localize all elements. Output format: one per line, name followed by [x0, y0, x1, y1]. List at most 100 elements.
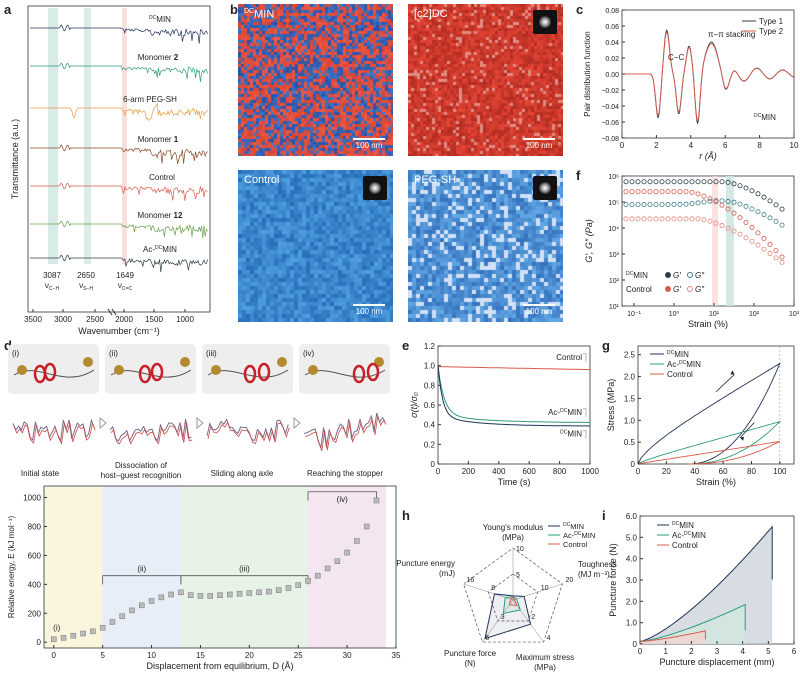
- x-axis-label: Wavenumber (cm⁻¹): [78, 326, 159, 336]
- x-tick-label: 4: [740, 647, 745, 656]
- radar-axis-label: Maximum stress: [516, 653, 574, 662]
- y-tick-label: 0.08: [605, 8, 619, 15]
- radar-axis-label: Toughness: [578, 560, 617, 569]
- y-axis-label: σ(t)/σ₀: [409, 392, 419, 418]
- legend-text: MIN: [679, 521, 694, 530]
- x-tick-label: 2000: [115, 315, 133, 324]
- data-point: [701, 179, 707, 185]
- micrograph-pegsh: PEG-SH 100 nm: [408, 170, 563, 322]
- data-point: [256, 589, 262, 596]
- data-point: [701, 193, 707, 199]
- legend-label: Type 1: [759, 17, 784, 26]
- micrograph-c2idc: [c2]DC 100 nm: [408, 4, 563, 156]
- stopper-sphere: [114, 365, 124, 375]
- data-point: [60, 635, 67, 641]
- superscript: DC: [155, 245, 163, 251]
- x-tick-label: 10²: [749, 311, 760, 318]
- data-point: [641, 216, 647, 222]
- x-tick-label: 20: [245, 651, 254, 660]
- data-point: [737, 201, 743, 207]
- relaxation-line: [437, 365, 590, 423]
- annotation-pipi: π−π stacking: [708, 30, 755, 39]
- y-tick-label: 0.2: [424, 440, 436, 449]
- series-label: DCMIN: [560, 429, 582, 438]
- x-tick-label: 6: [792, 647, 797, 656]
- data-point: [647, 179, 653, 185]
- x-axis-label: r (Å): [699, 151, 717, 161]
- annotation-label: νS−H: [79, 281, 93, 292]
- legend-label: G′: [673, 285, 681, 294]
- data-point: [713, 179, 719, 185]
- data-point: [665, 189, 671, 195]
- x-tick-label: 2: [689, 647, 694, 656]
- y-axis-label: Transmittance (a.u.): [10, 119, 20, 199]
- data-point: [695, 200, 701, 206]
- superscript: DC: [149, 15, 157, 21]
- data-point: [755, 191, 761, 197]
- y-axis-label: Pair distribution function: [583, 31, 592, 116]
- data-point: [701, 217, 707, 223]
- data-point: [761, 246, 767, 252]
- radar-axis: [512, 599, 544, 643]
- puncture-area: [640, 604, 746, 644]
- data-point: [363, 523, 370, 530]
- x-tick-label: 1500: [145, 315, 163, 324]
- data-point: [148, 598, 155, 604]
- relaxation-line: [437, 365, 590, 427]
- x-tick-label: 0: [620, 141, 625, 150]
- radar-tick: 3: [501, 614, 505, 621]
- x-tick-label: 0: [436, 467, 441, 476]
- spectrum-line: [30, 101, 208, 122]
- data-point: [689, 216, 695, 222]
- region-shading: [102, 486, 181, 648]
- y-tick-label: 1.0: [624, 416, 636, 425]
- data-point: [119, 613, 125, 619]
- legend-label: G″: [695, 271, 705, 280]
- data-point: [129, 607, 135, 614]
- y-tick-label: 0: [631, 460, 636, 469]
- region-shading: [180, 486, 308, 648]
- legend-text: MIN: [570, 522, 584, 531]
- legend-label: DCMIN: [563, 522, 584, 531]
- panel-c-letter: c: [576, 2, 584, 17]
- y-axis-label: G′, G″ (Pa): [584, 219, 594, 262]
- superscript: DC: [626, 271, 634, 277]
- y-tick-label: 1.0: [424, 362, 436, 371]
- label-leader: [583, 408, 587, 417]
- data-point: [689, 201, 695, 207]
- data-point: [743, 203, 749, 209]
- data-point: [659, 189, 665, 195]
- y-tick-label: 400: [28, 580, 42, 589]
- step-illustration-box: [299, 344, 390, 394]
- step-caption: Sliding along axle: [211, 469, 274, 478]
- data-point: [671, 216, 677, 222]
- legend-text: MIN: [581, 531, 595, 540]
- x-tick-label: 0: [636, 467, 641, 476]
- radar-series: [508, 596, 518, 607]
- data-point: [629, 202, 635, 208]
- highlight-band: [48, 8, 58, 264]
- data-point: [158, 594, 165, 601]
- radar-axis: [512, 583, 563, 601]
- data-point: [767, 241, 773, 247]
- x-tick-label: 10⁻¹: [627, 311, 641, 318]
- legend-label: DCMIN: [626, 271, 648, 280]
- step-label: (ii): [109, 349, 118, 358]
- region-label: (iii): [239, 565, 250, 574]
- y-tick-label: 10²: [609, 278, 620, 285]
- stopper-sphere: [308, 365, 318, 375]
- panel-a-letter: a: [4, 2, 12, 17]
- series-label: Monomer 2: [138, 53, 179, 62]
- superscript: DC: [560, 429, 568, 435]
- y-tick-label: 0.00: [605, 72, 619, 79]
- data-point: [90, 628, 96, 635]
- radar-tick: 20: [565, 577, 573, 584]
- data-point: [779, 254, 785, 260]
- data-point: [266, 588, 272, 595]
- y-tick-label: 200: [28, 609, 42, 618]
- data-point: [295, 582, 301, 588]
- stopper-sphere: [277, 357, 287, 367]
- data-point: [671, 202, 677, 208]
- spectrum-line: [30, 62, 208, 83]
